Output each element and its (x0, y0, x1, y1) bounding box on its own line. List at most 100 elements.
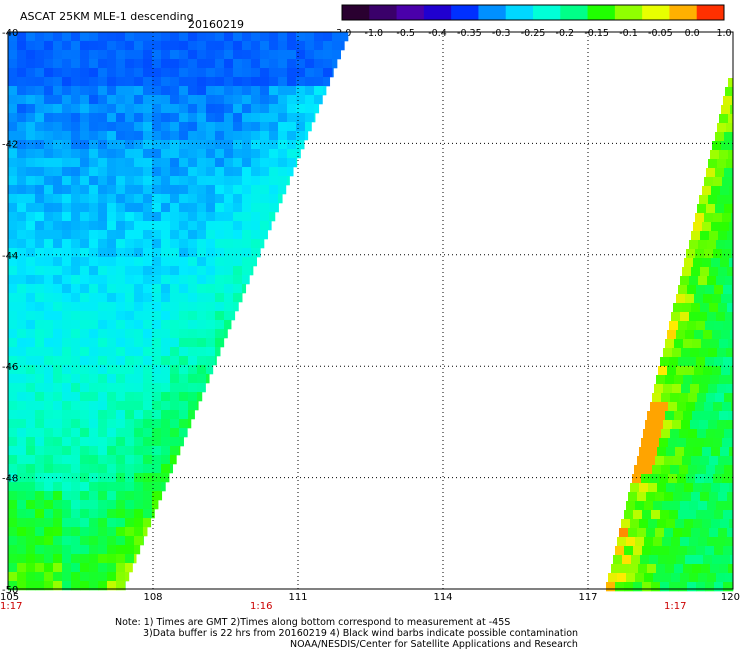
swath-cell (170, 356, 180, 366)
swath-cell (680, 312, 690, 322)
swath-cell (26, 257, 36, 267)
swath-cell (98, 545, 108, 555)
swath-cell (242, 95, 252, 105)
swath-cell (143, 68, 153, 78)
swath-cell (71, 131, 81, 141)
swath-cell (656, 564, 666, 574)
swath-cell (53, 122, 63, 132)
swath-cell (26, 59, 36, 69)
swath-cell (727, 492, 734, 502)
swath-cell (116, 275, 126, 285)
swath-cell (215, 257, 225, 267)
swath-cell (724, 465, 734, 475)
swath-cell (53, 527, 63, 537)
swath-cell (278, 104, 288, 114)
swath-cell (683, 339, 693, 349)
swath-cell (656, 411, 666, 421)
swath-cell (107, 338, 117, 348)
swath-cell (26, 293, 36, 303)
swath-cell (35, 203, 45, 213)
swath-cell (98, 410, 108, 420)
swath-cell (197, 59, 207, 69)
swath-cell (679, 429, 689, 439)
swath-cell (633, 582, 643, 592)
swath-cell (188, 329, 198, 339)
swath-cell (53, 545, 63, 555)
time-label-right: 1:17 (664, 601, 686, 612)
swath-cell (641, 438, 651, 448)
swath-cell (709, 267, 719, 277)
swath-cell (143, 284, 153, 294)
swath-cell (719, 411, 729, 421)
swath-cell (116, 77, 126, 87)
swath-cell (251, 131, 261, 141)
swath-cell (161, 464, 171, 474)
swath-cell (17, 59, 27, 69)
swath-cell (35, 464, 45, 474)
swath-cell (125, 302, 135, 312)
swath-cell (179, 41, 189, 51)
swath-cell (8, 581, 18, 591)
swath-cell (661, 429, 671, 439)
swath-cell (206, 212, 216, 222)
swath-cell (53, 419, 63, 429)
swath-cell (260, 248, 261, 258)
swath-cell (676, 330, 686, 340)
swath-cell (179, 338, 189, 348)
swath-cell (71, 59, 81, 69)
swath-cell (35, 446, 45, 456)
swath-cell (152, 437, 162, 447)
swath-cell (287, 122, 297, 132)
swath-cell (17, 50, 27, 60)
swath-cell (718, 303, 728, 313)
swath-cell (107, 563, 117, 573)
swath-cell (134, 194, 144, 204)
swath-cell (98, 194, 108, 204)
swath-cell (35, 194, 45, 204)
swath-cell (685, 555, 695, 565)
swath-cell (716, 312, 726, 322)
swath-cell (26, 185, 36, 195)
swath-cell (667, 366, 677, 376)
swath-cell (707, 501, 717, 511)
swath-cell (44, 446, 54, 456)
swath-cell (697, 204, 707, 214)
swath-cell (685, 294, 695, 304)
swath-cell (116, 113, 126, 123)
swath-cell (107, 176, 117, 186)
swath-cell (723, 285, 733, 295)
swath-cell (677, 474, 687, 484)
swath-cell (53, 41, 63, 51)
swath-cell (62, 194, 72, 204)
swath-cell (704, 177, 714, 187)
swath-cell (260, 59, 270, 69)
swath-cell (80, 455, 90, 465)
swath-cell (179, 59, 189, 69)
swath-cell (699, 420, 709, 430)
swath-cell (62, 302, 72, 312)
swath-cell (725, 501, 734, 511)
note-line-3: NOAA/NESDIS/Center for Satellite Applica… (290, 639, 578, 650)
swath-cell (152, 248, 162, 258)
swath-cell (233, 32, 243, 42)
swath-cell (116, 545, 126, 555)
swath-cell (161, 203, 171, 213)
swath-cell (53, 347, 63, 357)
swath-cell (62, 311, 72, 321)
swath-cell (251, 248, 261, 258)
swath-cell (233, 230, 243, 240)
swath-cell (89, 302, 99, 312)
swath-cell (98, 509, 108, 519)
swath-cell (152, 419, 162, 429)
swath-cell (35, 86, 45, 96)
colorbar-tick-label: -0.5 (396, 28, 415, 39)
swath-cell (152, 293, 162, 303)
swath-cell (35, 329, 45, 339)
x-tick-label: 117 (578, 592, 597, 603)
swath-cell (702, 222, 712, 232)
swath-cell (651, 582, 661, 592)
swath-cell (89, 392, 99, 402)
swath-cell (116, 32, 126, 42)
swath-cell (170, 284, 180, 294)
swath-cell (629, 564, 639, 574)
